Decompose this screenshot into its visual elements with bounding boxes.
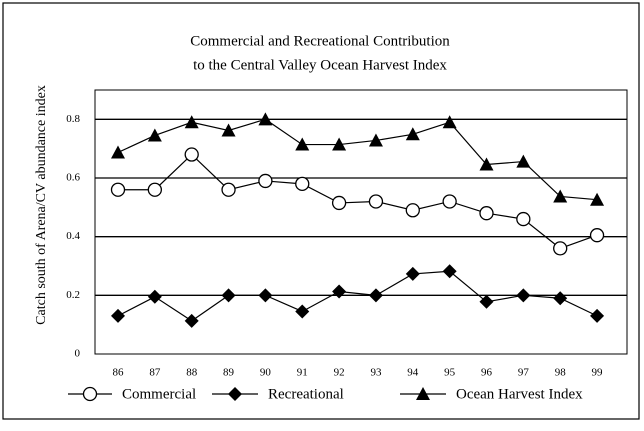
data-point [405,127,420,141]
data-point [405,203,420,218]
data-point [590,192,605,206]
y-tick-label: 0.2 [66,289,80,301]
data-point [184,313,199,328]
data-point [368,133,383,147]
data-point [332,284,347,299]
data-point [221,288,236,303]
data-point [331,195,347,211]
x-tick-label: 93 [370,367,382,379]
data-point [295,304,310,319]
legend-marker [228,387,242,401]
data-point [147,128,162,142]
data-point [553,189,568,203]
data-point [479,157,494,171]
data-point [111,145,125,159]
data-point [110,182,126,197]
legend-label: Commercial [122,386,196,402]
y-tick-label: 0.6 [66,172,80,184]
data-point [479,206,494,221]
legend-marker [82,386,98,402]
x-tick-label: 86 [113,367,125,379]
chart-title-line: to the Central Valley Ocean Harvest Inde… [193,57,447,73]
data-point [147,182,163,197]
data-point [295,137,310,151]
data-point [258,173,273,189]
chart-border [2,2,640,420]
data-point [184,115,199,129]
series-line [117,270,598,322]
data-point [368,194,384,209]
x-tick-label: 88 [186,367,198,379]
data-point [516,211,531,227]
plot-frame [94,89,628,355]
data-point [221,182,236,197]
data-point [258,288,273,303]
data-point [111,308,125,323]
data-point [221,123,236,137]
series-line [117,118,598,201]
data-point [258,112,273,126]
data-point [553,241,568,256]
legend-marker [416,387,430,400]
legend-label: Ocean Harvest Index [456,386,583,402]
x-tick-label: 97 [518,367,530,379]
data-point [442,194,457,209]
y-tick-label: 0.8 [66,113,80,125]
data-point [516,154,531,168]
data-point [147,289,162,304]
y-axis-label: Catch south of Arena/CV abundance index [34,85,49,325]
x-tick-label: 94 [407,367,419,379]
x-tick-label: 95 [444,367,456,379]
y-tick-label: 0.4 [66,230,80,242]
legend-label: Recreational [268,386,344,402]
data-point [332,137,347,151]
data-point [516,288,531,303]
data-point [442,115,457,129]
x-tick-label: 87 [149,367,161,379]
data-point [184,147,199,162]
x-tick-label: 98 [555,367,567,379]
data-point [295,176,310,192]
data-point [553,291,568,306]
x-tick-label: 89 [223,367,235,379]
x-tick-label: 99 [592,367,604,379]
data-point [442,264,457,279]
x-tick-label: 91 [297,367,308,379]
x-tick-label: 92 [334,367,345,379]
chart-title-line: Commercial and Recreational Contribution [190,33,450,49]
data-point [590,308,605,323]
data-point [479,294,494,309]
y-tick-label: 0 [75,348,81,360]
x-tick-label: 90 [260,367,272,379]
data-point [405,266,420,281]
data-point [368,288,383,303]
data-point [589,228,605,243]
x-tick-label: 96 [481,367,493,379]
